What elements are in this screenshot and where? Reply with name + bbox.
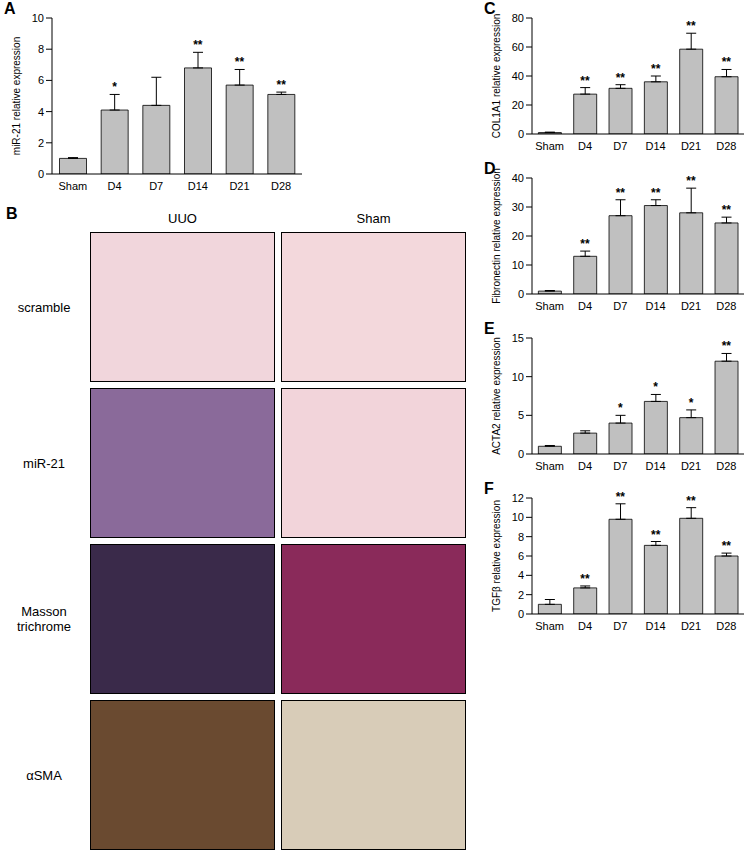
svg-text:D14: D14: [646, 300, 666, 312]
svg-text:Fibronectin relative expressio: Fibronectin relative expression: [491, 168, 502, 304]
svg-text:D4: D4: [578, 300, 592, 312]
svg-text:**: **: [616, 71, 626, 85]
svg-text:**: **: [616, 186, 626, 200]
svg-text:D7: D7: [613, 460, 627, 472]
svg-text:12: 12: [512, 492, 524, 504]
svg-text:60: 60: [512, 41, 524, 53]
svg-text:*: *: [689, 396, 694, 410]
html-text:C: C: [484, 0, 496, 17]
svg-text:40: 40: [512, 172, 524, 184]
svg-text:**: **: [651, 62, 661, 76]
svg-text:D14: D14: [646, 140, 666, 152]
svg-text:30: 30: [512, 201, 524, 213]
svg-text:6: 6: [38, 74, 44, 86]
svg-text:0: 0: [518, 128, 524, 140]
svg-text:D7: D7: [149, 180, 163, 192]
svg-text:D4: D4: [578, 460, 592, 472]
svg-text:Sham: Sham: [535, 140, 564, 152]
svg-text:**: **: [276, 78, 286, 92]
svg-text:**: **: [722, 55, 732, 69]
svg-text:**: **: [580, 572, 590, 586]
svg-text:**: **: [580, 237, 590, 251]
svg-text:80: 80: [512, 12, 524, 24]
html-text:B: B: [6, 205, 18, 222]
svg-text:D4: D4: [578, 140, 592, 152]
svg-text:**: **: [686, 19, 696, 33]
svg-text:**: **: [235, 55, 245, 69]
svg-text:2: 2: [38, 137, 44, 149]
svg-text:**: **: [686, 494, 696, 508]
svg-text:**: **: [580, 74, 590, 88]
html-text:Masson trichrome: Masson trichrome: [16, 604, 72, 634]
svg-text:Sham: Sham: [535, 300, 564, 312]
svg-text:10: 10: [512, 371, 524, 383]
svg-text:10: 10: [512, 259, 524, 271]
svg-text:15: 15: [512, 332, 524, 344]
svg-text:**: **: [651, 528, 661, 542]
svg-text:D7: D7: [613, 620, 627, 632]
svg-text:0: 0: [38, 168, 44, 180]
svg-text:D28: D28: [716, 300, 736, 312]
svg-text:D21: D21: [681, 460, 701, 472]
svg-text:**: **: [193, 38, 203, 52]
svg-text:D21: D21: [681, 300, 701, 312]
svg-text:D4: D4: [578, 620, 592, 632]
svg-text:5: 5: [518, 409, 524, 421]
svg-text:10: 10: [32, 12, 44, 24]
svg-text:6: 6: [518, 550, 524, 562]
svg-text:D7: D7: [613, 300, 627, 312]
svg-text:4: 4: [518, 569, 524, 581]
svg-text:0: 0: [518, 448, 524, 460]
html-text:D: D: [484, 160, 496, 177]
svg-text:20: 20: [512, 99, 524, 111]
svg-text:4: 4: [38, 106, 44, 118]
svg-text:*: *: [112, 80, 117, 94]
svg-text:D14: D14: [646, 620, 666, 632]
html-text:miR-21: miR-21: [23, 455, 65, 471]
svg-text:D21: D21: [681, 140, 701, 152]
svg-text:0: 0: [518, 288, 524, 300]
svg-text:D28: D28: [271, 180, 291, 192]
svg-text:**: **: [686, 174, 696, 188]
html-text:F: F: [484, 480, 494, 497]
html-text:αSMA: αSMA: [26, 767, 62, 783]
svg-text:**: **: [722, 339, 732, 353]
svg-text:D28: D28: [716, 140, 736, 152]
html-text:E: E: [484, 320, 495, 337]
svg-text:8: 8: [38, 43, 44, 55]
svg-text:ACTA2 relative expression: ACTA2 relative expression: [491, 337, 502, 455]
svg-text:Sham: Sham: [58, 180, 87, 192]
html-text:A: A: [4, 0, 16, 17]
svg-text:*: *: [653, 380, 658, 394]
svg-text:*: *: [618, 401, 623, 415]
svg-text:TGFβ relative expression: TGFβ relative expression: [491, 500, 502, 612]
svg-text:COL1A1 relative expression: COL1A1 relative expression: [491, 14, 502, 139]
svg-text:D21: D21: [229, 180, 249, 192]
svg-text:D7: D7: [613, 140, 627, 152]
svg-text:D4: D4: [107, 180, 121, 192]
svg-text:D28: D28: [716, 620, 736, 632]
svg-text:0: 0: [518, 608, 524, 620]
svg-text:10: 10: [512, 511, 524, 523]
svg-text:D14: D14: [188, 180, 208, 192]
svg-text:D21: D21: [681, 620, 701, 632]
html-text:UUO: UUO: [168, 211, 197, 226]
html-text:Sham: Sham: [356, 211, 391, 226]
svg-text:8: 8: [518, 531, 524, 543]
html-text:scramble: scramble: [17, 299, 71, 315]
svg-text:**: **: [651, 186, 661, 200]
svg-text:40: 40: [512, 70, 524, 82]
svg-text:D28: D28: [716, 460, 736, 472]
svg-text:2: 2: [518, 589, 524, 601]
svg-text:20: 20: [512, 230, 524, 242]
svg-text:**: **: [722, 203, 732, 217]
svg-text:Sham: Sham: [535, 460, 564, 472]
svg-text:**: **: [722, 539, 732, 553]
svg-text:D14: D14: [646, 460, 666, 472]
svg-text:Sham: Sham: [535, 620, 564, 632]
svg-text:**: **: [616, 490, 626, 504]
svg-text:miR-21 relative expression: miR-21 relative expression: [11, 37, 22, 155]
